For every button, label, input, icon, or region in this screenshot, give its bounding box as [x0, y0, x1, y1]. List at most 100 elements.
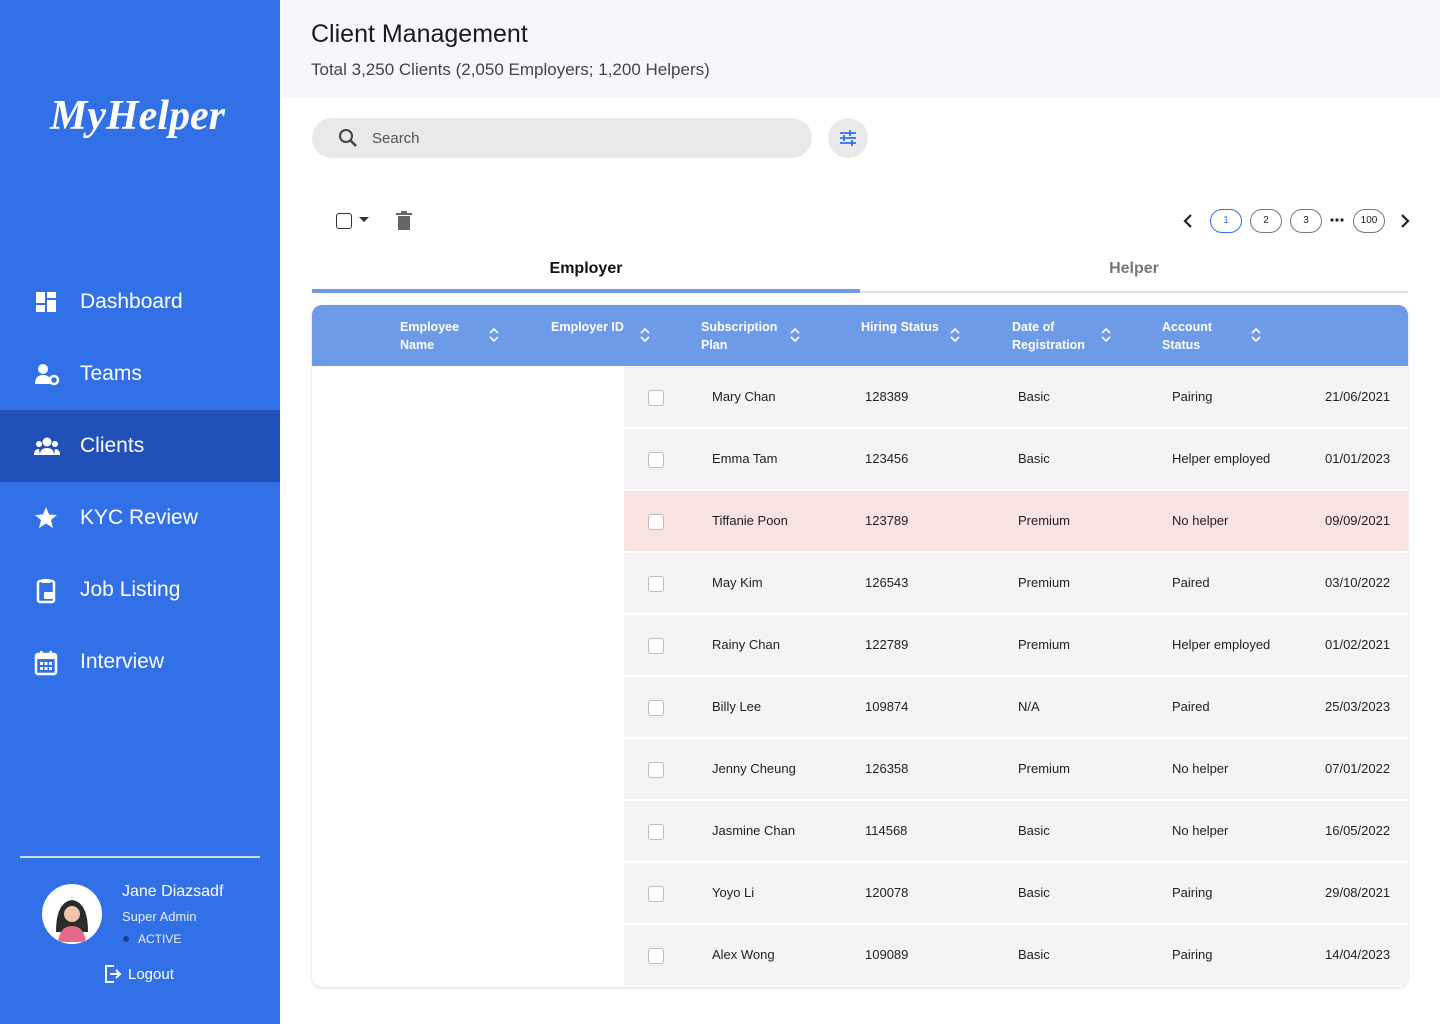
row-checkbox[interactable] — [648, 948, 664, 964]
page-button[interactable]: 2 — [1250, 209, 1282, 233]
table-row: Rainy Chan 122789 Premium Helper employed 01… — [624, 615, 1408, 675]
cell: No helper — [1172, 823, 1229, 838]
search-placeholder: Search — [372, 130, 420, 147]
row-checkbox[interactable] — [648, 452, 664, 468]
cell: 122789 — [865, 637, 909, 652]
cell: Paired — [1172, 699, 1210, 714]
divider — [20, 856, 260, 858]
sort-icon[interactable] — [1251, 328, 1261, 342]
logout[interactable]: Logout — [128, 966, 174, 983]
cell: Paired — [1172, 575, 1210, 590]
icon — [36, 292, 56, 312]
nav-item[interactable]: Interview — [0, 626, 280, 698]
tab[interactable]: Employer — [549, 260, 623, 277]
cell: 123789 — [865, 513, 909, 528]
page-title: Client Management — [311, 20, 528, 48]
cell: 128389 — [865, 389, 909, 404]
nav-label: Dashboard — [80, 290, 183, 313]
column-header: Employee Name — [400, 320, 460, 352]
nav-label: KYC Review — [80, 506, 198, 529]
row-checkbox[interactable] — [648, 576, 664, 592]
cell: 03/10/2022 — [1325, 575, 1391, 590]
table-row: Yoyo Li120078BasicPairing29/08/2021ACTIV… — [624, 863, 1408, 923]
cell: Tiffanie Poon — [712, 513, 788, 528]
sort-icon[interactable] — [1101, 328, 1111, 342]
cell: 01/02/2021 — [1325, 637, 1391, 652]
page-button[interactable]: 3 — [1290, 209, 1322, 233]
page-button[interactable]: 100 — [1353, 209, 1385, 233]
cell: Premium — [1018, 637, 1071, 652]
sidebar: MyHelper Dashboard Teams Clients KYC Rev… — [0, 0, 280, 1024]
cell: 126543 — [865, 575, 909, 590]
column-header: Account Status — [1162, 320, 1212, 352]
cell: Helper employed — [1172, 637, 1271, 652]
row-checkbox[interactable] — [648, 514, 664, 530]
search-bar[interactable] — [312, 118, 812, 158]
sort-icon[interactable] — [489, 328, 499, 342]
cell: 09/09/2021 — [1325, 513, 1391, 528]
select-dropdown[interactable] — [358, 216, 370, 224]
table: Mary Chan128389BasicPairing21/06/2021ACT… — [312, 305, 1408, 987]
cell: 126358 — [865, 761, 909, 776]
sort-icon[interactable] — [790, 328, 800, 342]
tab[interactable]: Helper — [1109, 260, 1159, 277]
cell: Pairing — [1172, 947, 1213, 962]
column-header: Date of Registration — [1012, 320, 1085, 352]
cell: May Kim — [712, 575, 763, 590]
cell: No helper — [1172, 513, 1229, 528]
row-checkbox[interactable] — [648, 700, 664, 716]
cell: 21/06/2021 — [1325, 389, 1391, 404]
page-button[interactable]: 1 — [1210, 209, 1242, 233]
table-row: Mary Chan128389BasicPairing21/06/2021ACT… — [624, 367, 1408, 427]
tab-indicator — [312, 289, 860, 293]
nav-item[interactable]: Teams — [0, 338, 280, 410]
nav-item[interactable]: Clients — [0, 410, 280, 482]
cell: Basic — [1018, 885, 1050, 900]
cell: Mary Chan — [712, 389, 776, 404]
next-page[interactable] — [1399, 213, 1411, 229]
sort-icon[interactable] — [950, 328, 960, 342]
cell: 123456 — [865, 451, 909, 466]
nav-label: Job Listing — [80, 578, 181, 601]
search-icon — [339, 129, 357, 147]
cell: N/A — [1018, 699, 1040, 714]
cell: 109089 — [865, 947, 909, 962]
sort-icon[interactable] — [640, 328, 650, 342]
row-checkbox[interactable] — [648, 824, 664, 840]
table-row: Alex Wong109089BasicPairing14/04/2023ACT… — [624, 925, 1408, 985]
cell: Rainy Chan — [712, 637, 780, 652]
logo[interactable]: MyHelper — [50, 93, 225, 139]
row-checkbox[interactable] — [648, 390, 664, 406]
nav-item[interactable]: Job Listing — [0, 554, 280, 626]
avatar[interactable] — [42, 884, 102, 944]
icon — [36, 579, 56, 604]
table-row: Emma Tam 123456 Basic Helper employed 01/01/… — [624, 429, 1408, 489]
status-dot — [123, 936, 129, 942]
cell: 109874 — [865, 699, 909, 714]
prev-page[interactable] — [1182, 213, 1194, 229]
row-checkbox[interactable] — [648, 762, 664, 778]
cell: No helper — [1172, 761, 1229, 776]
cell: Pairing — [1172, 885, 1213, 900]
delete-button[interactable] — [396, 211, 412, 230]
cell: Jenny Cheung — [712, 761, 796, 776]
row-checkbox[interactable] — [648, 886, 664, 902]
nav-item[interactable]: Dashboard — [0, 266, 280, 338]
table-row: May Kim126543PremiumPaired03/10/2022ACTI… — [624, 553, 1408, 613]
cell: Basic — [1018, 947, 1050, 962]
nav-item[interactable]: KYC Review — [0, 482, 280, 554]
icon — [34, 651, 58, 676]
row-checkbox[interactable] — [648, 638, 664, 654]
cell: Basic — [1018, 823, 1050, 838]
cell: Premium — [1018, 513, 1071, 528]
select-all[interactable] — [336, 213, 352, 229]
logout-icon[interactable] — [104, 964, 122, 984]
cell: 25/03/2023 — [1325, 699, 1391, 714]
table-row: Jenny Cheung 126358 Premium No helper 07/01/… — [624, 739, 1408, 799]
tab-line — [312, 291, 1408, 293]
table-row: Tiffanie Poon 123789 Premium No helper 09/09… — [624, 491, 1408, 551]
page-subtitle: Total 3,250 Clients (2,050 Employers; 1,… — [311, 60, 710, 79]
filter-button[interactable] — [828, 118, 868, 158]
